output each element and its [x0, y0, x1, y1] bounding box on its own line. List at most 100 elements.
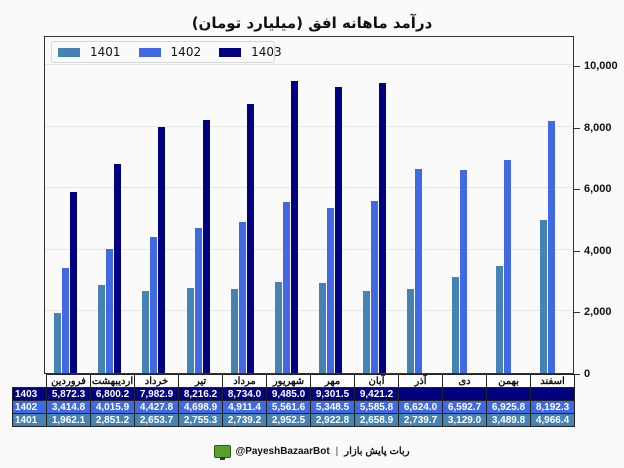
table-cell: [398, 387, 443, 401]
footer-handle: @PayeshBazaarBot: [235, 446, 330, 457]
bar-1401: [54, 312, 61, 373]
legend-item-1403: 1403: [219, 45, 282, 59]
table-cell: 9,421.2: [354, 387, 399, 401]
y-tick-label: 0: [584, 368, 591, 380]
bar-1401: [274, 282, 282, 373]
table-row: 1402 3,414.8 4,015.9 4,427.8 4,698.9 4,911.4 5…: [12, 400, 575, 414]
table-cell: 2,851.2: [90, 413, 135, 427]
table-cell: 3,129.0: [442, 413, 487, 427]
table-cell: 5,872.3: [46, 387, 91, 401]
table-cell: 2,658.9: [354, 413, 399, 427]
gridline: [45, 310, 573, 312]
bar-1401: [230, 288, 238, 373]
y-tick: [574, 250, 580, 252]
bar-1402: [547, 120, 555, 373]
y-tick: [574, 66, 580, 67]
bar-1401: [495, 265, 503, 373]
legend-item-1402: 1402: [138, 45, 202, 59]
chart-title: درآمد ماهانه افق (میلیارد تومان): [191, 14, 433, 32]
bar-1403: [70, 192, 77, 373]
bar-1403: [379, 82, 387, 373]
table-cell: 6,592.7: [442, 400, 487, 414]
row-label: 1401: [12, 413, 47, 427]
table-cell: [442, 387, 487, 401]
row-label: 1403: [12, 387, 47, 401]
table-cell: 3,489.8: [486, 413, 531, 427]
bar-1401: [539, 220, 547, 373]
y-tick-label: 2,000: [584, 306, 612, 319]
table-cell: [486, 387, 531, 401]
table-cell: 7,982.9: [134, 387, 179, 401]
footer-separator: |: [335, 446, 339, 457]
table-cell: 8,216.2: [178, 387, 223, 401]
bar-1402: [194, 228, 202, 373]
gridline: [45, 125, 573, 127]
table-cell: 2,952.5: [266, 413, 311, 427]
gridline: [45, 64, 573, 65]
bar-1402: [415, 168, 423, 373]
table-cell: [530, 387, 575, 401]
legend-label: 1403: [251, 45, 282, 59]
gridline: [45, 187, 573, 189]
legend: 1401 1402 1403: [51, 41, 282, 63]
table-cell: 2,653.7: [134, 413, 179, 427]
table-cell: 4,427.8: [134, 400, 179, 414]
bar-1402: [503, 159, 511, 373]
legend-label: 1402: [170, 45, 202, 59]
table-header-month: شهریور: [266, 374, 311, 388]
table-header-month: تیر: [178, 374, 223, 388]
table-header-month: فروردین: [46, 374, 91, 388]
footer: @PayeshBazaarBot | ربات پایش بازار: [0, 445, 624, 460]
monitor-icon: [214, 445, 232, 460]
table-header-month: مرداد: [222, 374, 267, 388]
table-header-month: آذر: [398, 374, 443, 388]
table-cell: 5,561.6: [266, 400, 311, 414]
bar-1403: [335, 86, 342, 373]
data-table: فروردین اردیبهشت خرداد تیر مرداد شهریور مهر آبا…: [12, 374, 575, 427]
plot-area: 1401 1402 1403: [44, 36, 574, 374]
table-cell: 6,800.2: [90, 387, 135, 401]
bar-1403: [202, 119, 210, 373]
table-cell: 5,585.8: [354, 400, 399, 414]
y-tick-label: 6,000: [584, 183, 612, 196]
bar-1403: [114, 163, 122, 373]
bar-1403: [158, 127, 166, 373]
legend-label: 1401: [90, 45, 121, 59]
table-header-month: اسفند: [530, 374, 575, 388]
table-cell: 2,755.3: [178, 413, 223, 427]
table-header-month: دی: [442, 374, 487, 388]
legend-swatch: [138, 47, 161, 57]
row-label: 1402: [12, 400, 47, 414]
table-cell: 9,301.5: [310, 387, 355, 401]
table-cell: 8,734.0: [222, 387, 267, 401]
bar-1402: [371, 200, 379, 373]
table-cell: 2,739.7: [398, 413, 443, 427]
table-cell: 4,911.4: [222, 400, 267, 414]
table-cell: 4,015.9: [90, 400, 135, 414]
bar-1402: [282, 201, 290, 373]
legend-item-1401: 1401: [58, 45, 121, 59]
table-cell: 8,192.3: [530, 400, 575, 414]
table-cell: 6,624.0: [398, 400, 443, 414]
table-row: 1401 1,962.1 2,851.2 2,653.7 2,755.3 2,739.2 2…: [12, 413, 575, 427]
table-cell: 2,922.8: [310, 413, 355, 427]
bar-1401: [142, 291, 150, 373]
bar-1401: [319, 282, 326, 373]
y-tick: [574, 189, 580, 191]
legend-swatch: [58, 47, 80, 57]
table-header-month: اردیبهشت: [90, 374, 135, 388]
bar-1402: [327, 208, 334, 373]
table-header-month: بهمن: [486, 374, 531, 388]
table-header-month: مهر: [310, 374, 355, 388]
table-cell: 3,414.8: [46, 400, 91, 414]
table-cell: 1,962.1: [46, 413, 91, 427]
y-tick-label: 4,000: [584, 244, 612, 257]
bar-1402: [238, 221, 246, 373]
bar-1402: [62, 267, 69, 373]
table-cell: 4,966.4: [530, 413, 575, 427]
bar-1401: [363, 291, 371, 373]
y-tick: [574, 127, 580, 129]
table-cell: 6,925.8: [486, 400, 531, 414]
gridline: [45, 248, 573, 250]
bar-1401: [407, 288, 415, 373]
